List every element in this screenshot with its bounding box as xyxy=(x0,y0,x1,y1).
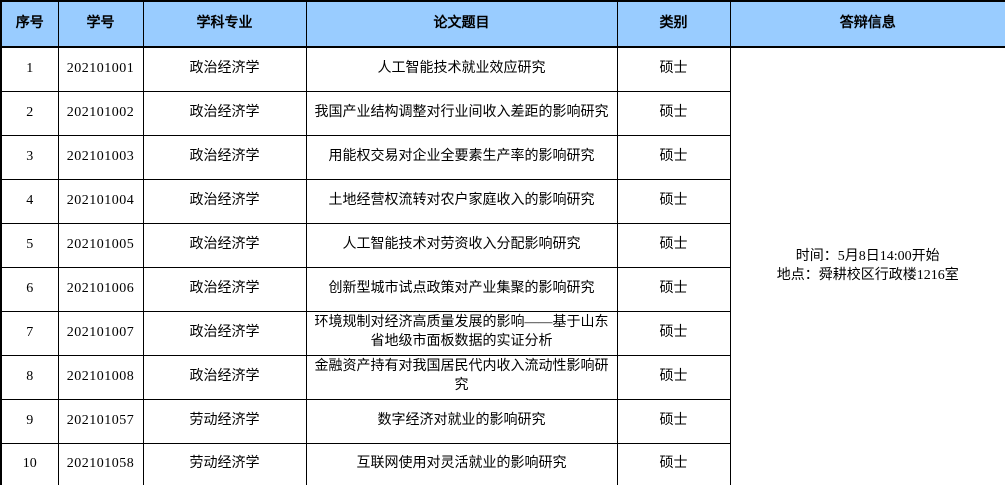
cell-title: 我国产业结构调整对行业间收入差距的影响研究 xyxy=(305,90,618,136)
table-row: 6 202101006 政治经济学 创新型城市试点政策对产业集聚的影响研究 硕士 xyxy=(0,266,1005,312)
cell-no: 5 xyxy=(0,222,59,268)
header-no: 序号 xyxy=(0,0,59,48)
cell-title: 环境规制对经济高质量发展的影响——基于山东省地级市面板数据的实证分析 xyxy=(305,310,618,356)
cell-no: 8 xyxy=(0,354,59,400)
table-row: 7 202101007 政治经济学 环境规制对经济高质量发展的影响——基于山东省… xyxy=(0,310,1005,356)
cell-id: 202101006 xyxy=(57,266,144,312)
cell-category: 硕士 xyxy=(616,442,731,485)
cell-major: 劳动经济学 xyxy=(142,398,307,444)
cell-id: 202101007 xyxy=(57,310,144,356)
cell-title: 金融资产持有对我国居民代内收入流动性影响研究 xyxy=(305,354,618,400)
cell-title: 互联网使用对灵活就业的影响研究 xyxy=(305,442,618,485)
table-row: 1 202101001 政治经济学 人工智能技术就业效应研究 硕士 时间：5月8… xyxy=(0,46,1005,485)
header-student-id: 学号 xyxy=(57,0,144,48)
cell-no: 2 xyxy=(0,90,59,136)
table-row: 5 202101005 政治经济学 人工智能技术对劳资收入分配影响研究 硕士 xyxy=(0,222,1005,268)
cell-title: 人工智能技术就业效应研究 xyxy=(305,46,618,92)
cell-category: 硕士 xyxy=(616,222,731,268)
cell-id: 202101004 xyxy=(57,178,144,224)
cell-major: 劳动经济学 xyxy=(142,442,307,485)
cell-title: 人工智能技术对劳资收入分配影响研究 xyxy=(305,222,618,268)
cell-category: 硕士 xyxy=(616,46,731,92)
cell-defense-info: 时间：5月8日14:00开始 地点：舜耕校区行政楼1216室 xyxy=(729,46,1005,485)
cell-category: 硕士 xyxy=(616,398,731,444)
cell-no: 4 xyxy=(0,178,59,224)
cell-category: 硕士 xyxy=(616,134,731,180)
cell-id: 202101008 xyxy=(57,354,144,400)
cell-id: 202101003 xyxy=(57,134,144,180)
header-major: 学科专业 xyxy=(142,0,307,48)
cell-id: 202101005 xyxy=(57,222,144,268)
header-defense-info: 答辩信息 xyxy=(729,0,1005,48)
cell-no: 7 xyxy=(0,310,59,356)
cell-category: 硕士 xyxy=(616,354,731,400)
table-body: 1 202101001 政治经济学 人工智能技术就业效应研究 硕士 时间：5月8… xyxy=(0,46,1005,485)
table-row: 4 202101004 政治经济学 土地经营权流转对农户家庭收入的影响研究 硕士 xyxy=(0,178,1005,224)
cell-category: 硕士 xyxy=(616,310,731,356)
cell-id: 202101057 xyxy=(57,398,144,444)
cell-major: 政治经济学 xyxy=(142,134,307,180)
cell-title: 数字经济对就业的影响研究 xyxy=(305,398,618,444)
header-category: 类别 xyxy=(616,0,731,48)
table-row: 8 202101008 政治经济学 金融资产持有对我国居民代内收入流动性影响研究… xyxy=(0,354,1005,400)
defense-place: 地点：舜耕校区行政楼1216室 xyxy=(776,268,959,283)
cell-no: 9 xyxy=(0,398,59,444)
cell-id: 202101001 xyxy=(57,46,144,92)
header-row: 序号 学号 学科专业 论文题目 类别 答辩信息 xyxy=(0,0,1005,48)
cell-major: 政治经济学 xyxy=(142,178,307,224)
cell-id: 202101058 xyxy=(57,442,144,485)
cell-major: 政治经济学 xyxy=(142,266,307,312)
cell-major: 政治经济学 xyxy=(142,46,307,92)
cell-no: 10 xyxy=(0,442,59,485)
cell-title: 用能权交易对企业全要素生产率的影响研究 xyxy=(305,134,618,180)
cell-major: 政治经济学 xyxy=(142,310,307,356)
header-thesis-title: 论文题目 xyxy=(305,0,618,48)
cell-title: 土地经营权流转对农户家庭收入的影响研究 xyxy=(305,178,618,224)
defense-time: 时间：5月8日14:00开始 xyxy=(795,249,940,265)
cell-major: 政治经济学 xyxy=(142,90,307,136)
cell-no: 6 xyxy=(0,266,59,312)
cell-no: 1 xyxy=(0,46,59,92)
cell-category: 硕士 xyxy=(616,90,731,136)
table-row: 10 202101058 劳动经济学 互联网使用对灵活就业的影响研究 硕士 xyxy=(0,442,1005,485)
cell-no: 3 xyxy=(0,134,59,180)
table-row: 9 202101057 劳动经济学 数字经济对就业的影响研究 硕士 xyxy=(0,398,1005,444)
cell-id: 202101002 xyxy=(57,90,144,136)
cell-category: 硕士 xyxy=(616,266,731,312)
cell-category: 硕士 xyxy=(616,178,731,224)
cell-major: 政治经济学 xyxy=(142,222,307,268)
table-row: 3 202101003 政治经济学 用能权交易对企业全要素生产率的影响研究 硕士 xyxy=(0,134,1005,180)
cell-title: 创新型城市试点政策对产业集聚的影响研究 xyxy=(305,266,618,312)
cell-major: 政治经济学 xyxy=(142,354,307,400)
